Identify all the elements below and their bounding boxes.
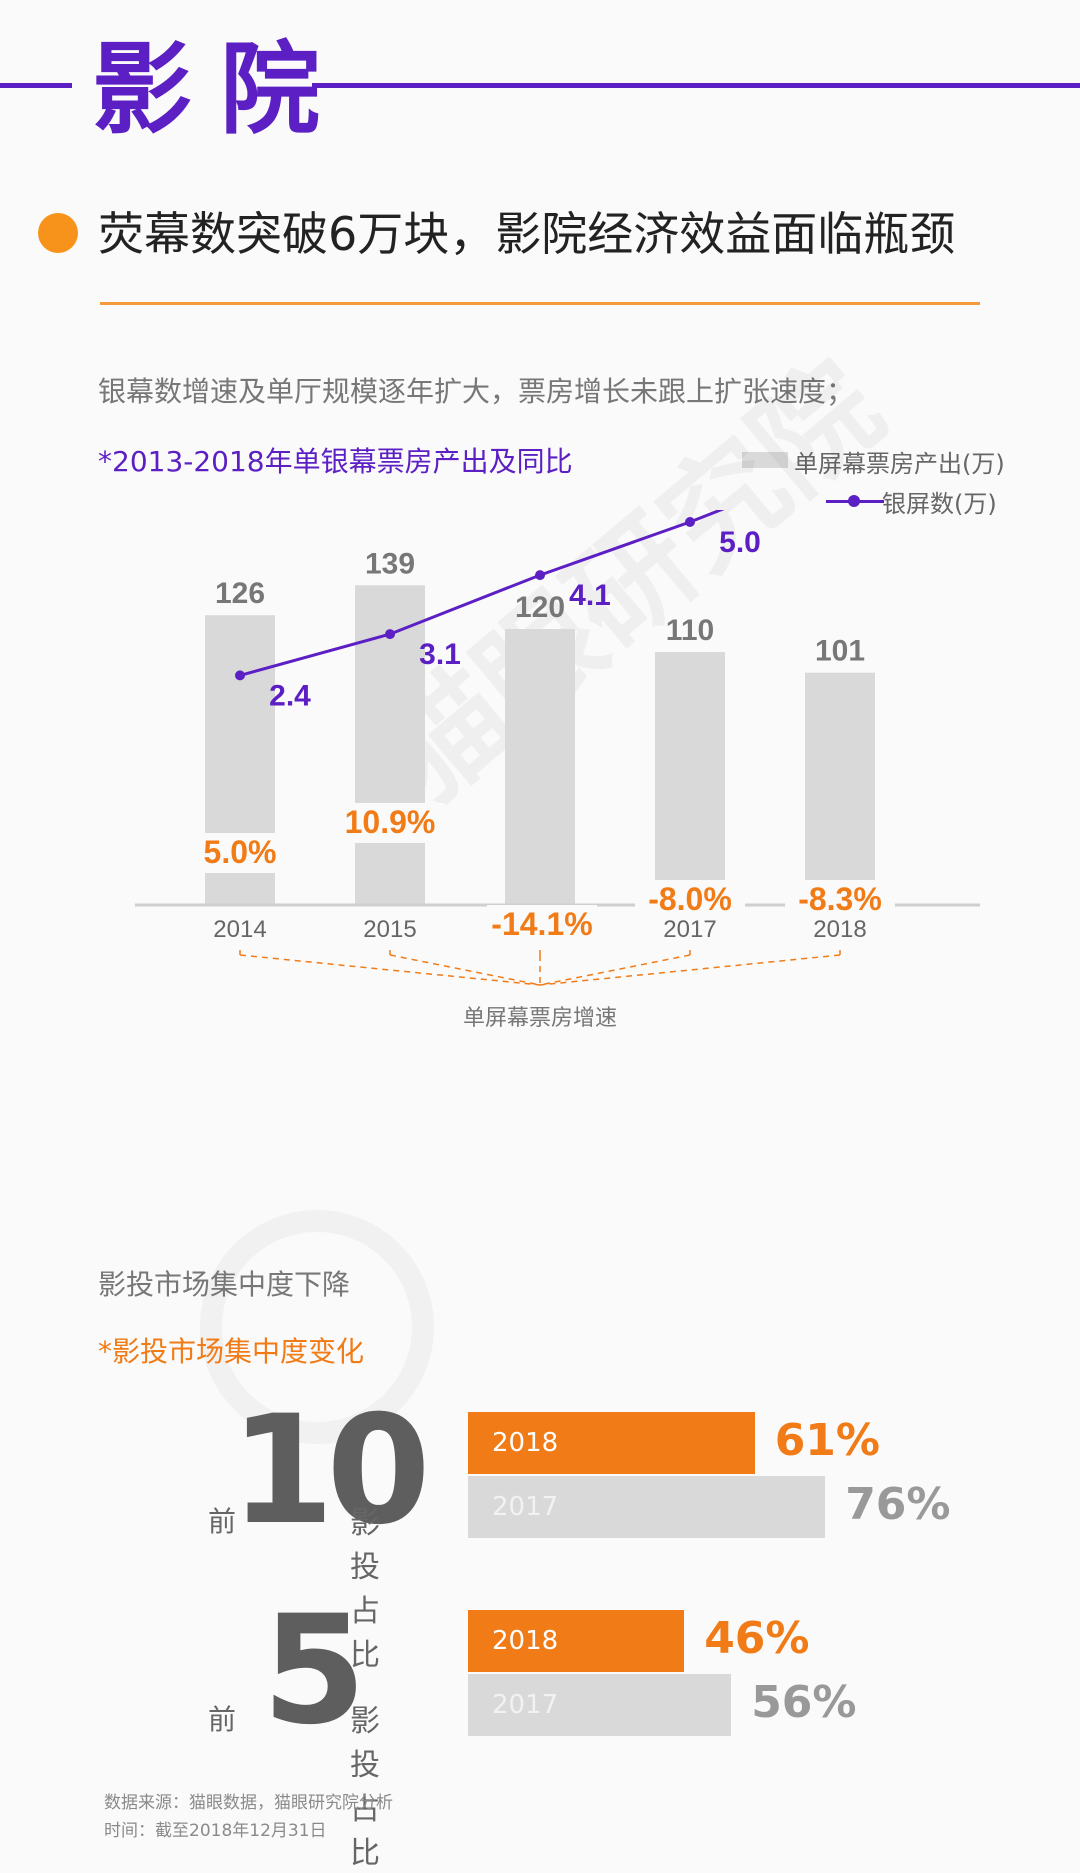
bar-value-2017: 110 bbox=[666, 614, 714, 647]
x-tick-2017: 2017 bbox=[663, 916, 716, 943]
top10-bar-2018-year: 2018 bbox=[492, 1428, 559, 1458]
top5-bar-2017 bbox=[468, 1674, 732, 1736]
growth-label-bg-2015 bbox=[335, 803, 445, 843]
x-tick-2015: 2015 bbox=[363, 916, 416, 943]
bar-line-chart: 126139120110101201420152016201720182.43.… bbox=[135, 510, 980, 1030]
growth-value-2018: -8.3% bbox=[798, 881, 882, 917]
top5-prefix: 前 bbox=[208, 1703, 237, 1736]
growth-value-2016: -14.1% bbox=[491, 906, 592, 942]
line-point-2015 bbox=[385, 629, 395, 640]
growth-label-bg-2014 bbox=[185, 833, 295, 873]
line-point-2017 bbox=[685, 517, 695, 527]
section-title: 荧幕数突破6万块，影院经济效益面临瓶颈 bbox=[98, 207, 956, 261]
page-title: 影院 bbox=[92, 31, 348, 148]
top10-bar-2017-year: 2017 bbox=[492, 1492, 559, 1522]
growth-link-2018 bbox=[539, 954, 841, 986]
growth-label-bg-2018 bbox=[785, 880, 895, 920]
top5-bar-2017-year: 2017 bbox=[492, 1690, 559, 1720]
legend-line-label: 银屏数(万) bbox=[882, 490, 997, 518]
top5-number: 5 bbox=[262, 1584, 367, 1758]
x-tick-2014: 2014 bbox=[213, 916, 266, 943]
line-value-2014: 2.4 bbox=[269, 679, 311, 712]
growth-value-2015: 10.9% bbox=[345, 804, 436, 840]
header-rule-right bbox=[312, 83, 1080, 88]
chart1-title: *2013-2018年单银幕票房产出及同比 bbox=[98, 445, 573, 478]
bar-2016 bbox=[505, 629, 575, 905]
bar-value-2016: 120 bbox=[515, 591, 565, 624]
top10-2017-value: 76% bbox=[845, 1479, 951, 1530]
bar-2017 bbox=[655, 652, 725, 905]
line-value-2017: 5.0 bbox=[719, 526, 761, 559]
growth-label-bg-2016 bbox=[487, 905, 597, 945]
line-value-2016: 4.1 bbox=[569, 579, 611, 612]
growth-link-2014 bbox=[239, 954, 541, 986]
top5-bar-2018-year: 2018 bbox=[492, 1626, 559, 1656]
source-note: 数据来源：猫眼数据，猫眼研究院分析 bbox=[104, 1793, 393, 1813]
top5-2017-value: 56% bbox=[751, 1677, 857, 1728]
header-rule-left bbox=[0, 83, 72, 88]
bar-value-2014: 126 bbox=[215, 577, 265, 610]
top10-prefix: 前 bbox=[208, 1505, 237, 1538]
growth-link-2017 bbox=[539, 954, 691, 986]
top5-suffix: 影投占比 bbox=[350, 1704, 380, 1871]
top10-bar-2018 bbox=[468, 1412, 755, 1474]
top10-bar-2017 bbox=[468, 1476, 826, 1538]
bar-value-2015: 139 bbox=[365, 547, 415, 580]
growth-caption: 单屏幕票房增速 bbox=[463, 1005, 617, 1030]
bar-value-2018: 101 bbox=[815, 635, 865, 668]
top5-2018-value: 46% bbox=[704, 1613, 810, 1664]
line-value-2015: 3.1 bbox=[419, 638, 461, 671]
top10-suffix: 影投占比 bbox=[350, 1506, 380, 1673]
growth-link-2015 bbox=[389, 954, 541, 986]
bar-2018 bbox=[805, 672, 875, 905]
top5-bar-2018 bbox=[468, 1610, 685, 1672]
legend-line-dot-icon bbox=[848, 495, 860, 507]
line-point-2016 bbox=[535, 570, 545, 581]
growth-label-bg-2017 bbox=[635, 880, 745, 920]
top10-2018-value: 61% bbox=[774, 1415, 881, 1466]
legend-bar-swatch bbox=[742, 452, 788, 468]
growth-value-2017: -8.0% bbox=[648, 881, 732, 917]
bullet-dot-icon bbox=[38, 213, 78, 253]
growth-value-2014: 5.0% bbox=[204, 834, 277, 870]
time-note: 时间：截至2018年12月31日 bbox=[104, 1821, 327, 1841]
subheading-screens: 银幕数增速及单厅规模逐年扩大，票房增长未跟上扩张速度； bbox=[98, 375, 855, 408]
x-tick-2018: 2018 bbox=[813, 916, 866, 943]
chart2-title: *影投市场集中度变化 bbox=[98, 1335, 365, 1368]
legend-bar-label: 单屏幕票房产出(万) bbox=[794, 450, 1005, 478]
section-divider bbox=[100, 302, 980, 305]
subheading-concentration: 影投市场集中度下降 bbox=[98, 1268, 351, 1301]
top10-number: 10 bbox=[230, 1384, 431, 1558]
line-point-2014 bbox=[235, 670, 245, 681]
